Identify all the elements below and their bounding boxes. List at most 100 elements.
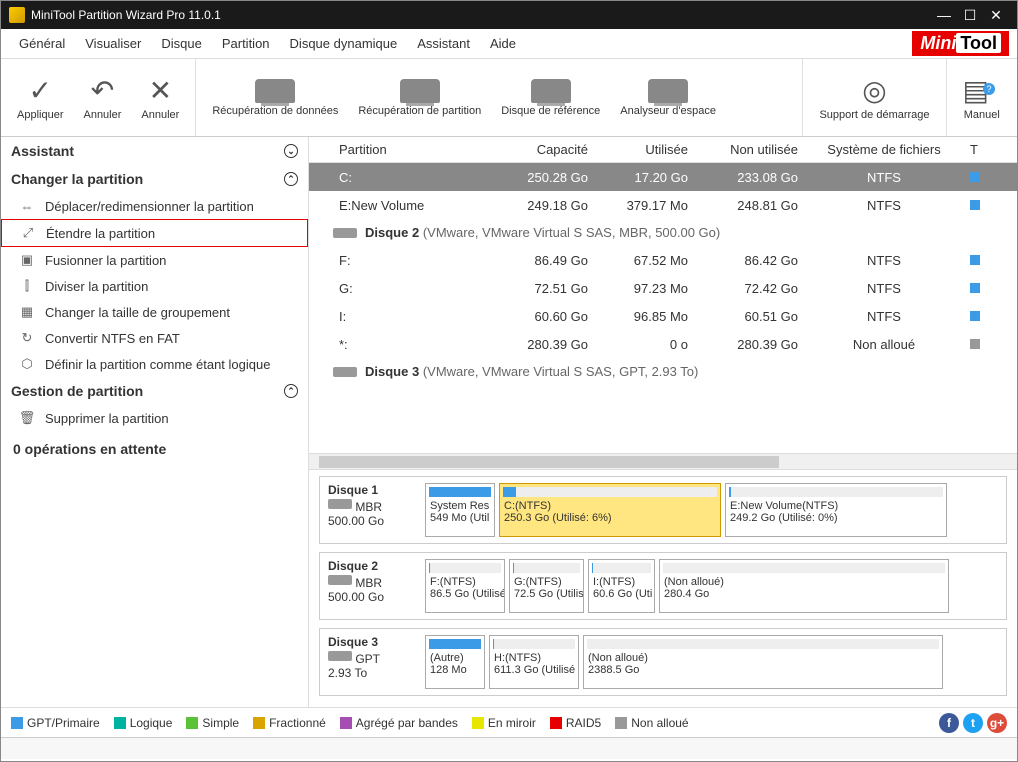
partition-recovery-label: Récupération de partition — [358, 105, 481, 117]
table-row[interactable]: C:250.28 Go17.20 Go233.08 GoNTFS — [309, 163, 1017, 191]
disk-icon — [328, 499, 352, 509]
menu-aide[interactable]: Aide — [480, 36, 526, 51]
hdd-icon — [255, 79, 295, 103]
menu-disque dynamique[interactable]: Disque dynamique — [280, 36, 408, 51]
partition-block[interactable]: (Non alloué)280.4 Go — [659, 559, 949, 613]
discard-button[interactable]: ✕Annuler — [131, 59, 189, 136]
window-title: MiniTool Partition Wizard Pro 11.0.1 — [31, 8, 931, 22]
change-partition-label: Changer la partition — [11, 171, 143, 187]
menu-visualiser[interactable]: Visualiser — [75, 36, 151, 51]
logo-tool: Tool — [956, 33, 1001, 53]
assistant-label: Assistant — [11, 143, 74, 159]
discard-label: Annuler — [141, 109, 179, 121]
sidebar-item-6[interactable]: ⬡Définir la partition comme étant logiqu… — [1, 351, 308, 377]
assistant-section-header[interactable]: Assistant ⌄ — [1, 137, 308, 165]
partition-block[interactable]: I:(NTFS)60.6 Go (Uti — [588, 559, 655, 613]
disk-icon — [328, 651, 352, 661]
sidebar-item-label: Fusionner la partition — [45, 253, 166, 268]
space-analyzer-button[interactable]: Analyseur d'espace — [610, 59, 726, 136]
menubar: GénéralVisualiserDisquePartitionDisque d… — [1, 29, 1017, 59]
action-icon: ⬡ — [19, 356, 35, 372]
disk-info: Disque 1 MBR500.00 Go — [326, 483, 421, 537]
chevron-down-icon: ⌄ — [284, 144, 298, 158]
partition-block[interactable]: G:(NTFS)72.5 Go (Utilis — [509, 559, 584, 613]
table-row[interactable]: E:New Volume249.18 Go379.17 Mo248.81 GoN… — [309, 191, 1017, 219]
data-recovery-button[interactable]: Récupération de données — [202, 59, 348, 136]
partition-block[interactable]: (Non alloué)2388.5 Go — [583, 635, 943, 689]
sidebar-item-5[interactable]: ↻Convertir NTFS en FAT — [1, 325, 308, 351]
undo-button[interactable]: ↶Annuler — [73, 59, 131, 136]
minimize-button[interactable]: — — [931, 7, 957, 23]
apply-label: Appliquer — [17, 109, 63, 121]
close-button[interactable]: ✕ — [983, 7, 1009, 24]
change-partition-section-header[interactable]: Changer la partition ⌃ — [1, 165, 308, 193]
col-filesystem[interactable]: Système de fichiers — [804, 142, 964, 157]
partition-block[interactable]: H:(NTFS)611.3 Go (Utilisé — [489, 635, 579, 689]
disk-viz-row: Disque 1 MBR500.00 GoSystem Res549 Mo (U… — [319, 476, 1007, 544]
sidebar-item-0[interactable]: ⇔Déplacer/redimensionner la partition — [1, 193, 308, 219]
twitter-icon[interactable]: t — [963, 713, 983, 733]
titlebar: MiniTool Partition Wizard Pro 11.0.1 — ☐… — [1, 1, 1017, 29]
apply-button[interactable]: ✓Appliquer — [7, 59, 73, 136]
hdd-icon — [531, 79, 571, 103]
partition-block[interactable]: E:New Volume(NTFS)249.2 Go (Utilisé: 0%) — [725, 483, 947, 537]
partition-block[interactable]: C:(NTFS)250.3 Go (Utilisé: 6%) — [499, 483, 721, 537]
partition-recovery-button[interactable]: Récupération de partition — [348, 59, 491, 136]
bootable-media-button[interactable]: ◎Support de démarrage — [809, 59, 939, 136]
table-row[interactable]: F:86.49 Go67.52 Mo86.42 GoNTFS — [309, 246, 1017, 274]
sidebar-item-3[interactable]: ⫿Diviser la partition — [1, 273, 308, 299]
disk-visualization-area: Disque 1 MBR500.00 GoSystem Res549 Mo (U… — [309, 469, 1017, 707]
sidebar-item-4[interactable]: ▦ Changer la taille de groupement — [1, 299, 308, 325]
chevron-up-icon: ⌃ — [284, 172, 298, 186]
col-unused[interactable]: Non utilisée — [694, 142, 804, 157]
menu-assistant[interactable]: Assistant — [407, 36, 480, 51]
legend-item: GPT/Primaire — [11, 716, 100, 730]
facebook-icon[interactable]: f — [939, 713, 959, 733]
menu-général[interactable]: Général — [9, 36, 75, 51]
action-icon: ⤢ — [20, 225, 36, 241]
copy-disk-button[interactable]: Disque de référence — [491, 59, 610, 136]
menu-disque[interactable]: Disque — [151, 36, 211, 51]
undo-label: Annuler — [83, 109, 121, 121]
legend-item: Simple — [186, 716, 239, 730]
col-type[interactable]: T — [964, 142, 984, 157]
manage-partition-section-header[interactable]: Gestion de partition⌃ — [1, 377, 308, 405]
statusbar — [1, 737, 1017, 759]
legend-item: Fractionné — [253, 716, 326, 730]
sidebar-item-label: Diviser la partition — [45, 279, 148, 294]
sidebar-item-1[interactable]: ⤢Étendre la partition — [1, 219, 308, 247]
table-row[interactable]: I:60.60 Go96.85 Mo60.51 GoNTFS — [309, 302, 1017, 330]
disk-viz-row: Disque 2 MBR500.00 GoF:(NTFS)86.5 Go (Ut… — [319, 552, 1007, 620]
disk-header[interactable]: Disque 3 (VMware, VMware Virtual S SAS, … — [309, 358, 1017, 385]
col-capacity[interactable]: Capacité — [494, 142, 594, 157]
partition-block[interactable]: F:(NTFS)86.5 Go (Utilisé — [425, 559, 505, 613]
disk-viz-row: Disque 3 GPT2.93 To(Autre)128 MoH:(NTFS)… — [319, 628, 1007, 696]
logo-mini: Mini — [920, 33, 956, 53]
sidebar-item-delete-partition[interactable]: 🗑 Supprimer la partition — [1, 405, 308, 431]
maximize-button[interactable]: ☐ — [957, 7, 983, 24]
partition-block[interactable]: System Res549 Mo (Util — [425, 483, 495, 537]
action-icon: ⇔ — [19, 198, 35, 214]
app-icon — [9, 7, 25, 23]
col-used[interactable]: Utilisée — [594, 142, 694, 157]
partition-block[interactable]: (Autre)128 Mo — [425, 635, 485, 689]
disk-header[interactable]: Disque 2 (VMware, VMware Virtual S SAS, … — [309, 219, 1017, 246]
disc-icon: ◎ — [862, 74, 886, 107]
col-partition[interactable]: Partition — [309, 142, 494, 157]
action-icon: ▦ — [19, 304, 35, 320]
sidebar-item-2[interactable]: ▣Fusionner la partition — [1, 247, 308, 273]
sidebar-item-label: Changer la taille de groupement — [45, 305, 230, 320]
partition-table-header: Partition Capacité Utilisée Non utilisée… — [309, 137, 1017, 163]
menu-partition[interactable]: Partition — [212, 36, 280, 51]
toolbar: ✓Appliquer ↶Annuler ✕Annuler Récupératio… — [1, 59, 1017, 137]
doc-icon: ▤? — [963, 74, 1001, 107]
h-scrollbar[interactable] — [309, 453, 1017, 469]
gplus-icon[interactable]: g+ — [987, 713, 1007, 733]
disk-icon — [328, 575, 352, 585]
action-icon: ↻ — [19, 330, 35, 346]
disk-icon — [333, 367, 357, 377]
pending-operations: 0 opérations en attente — [1, 431, 308, 467]
table-row[interactable]: *:280.39 Go0 o280.39 GoNon alloué — [309, 330, 1017, 358]
manual-button[interactable]: ▤?Manuel — [953, 59, 1011, 136]
table-row[interactable]: G:72.51 Go97.23 Mo72.42 GoNTFS — [309, 274, 1017, 302]
